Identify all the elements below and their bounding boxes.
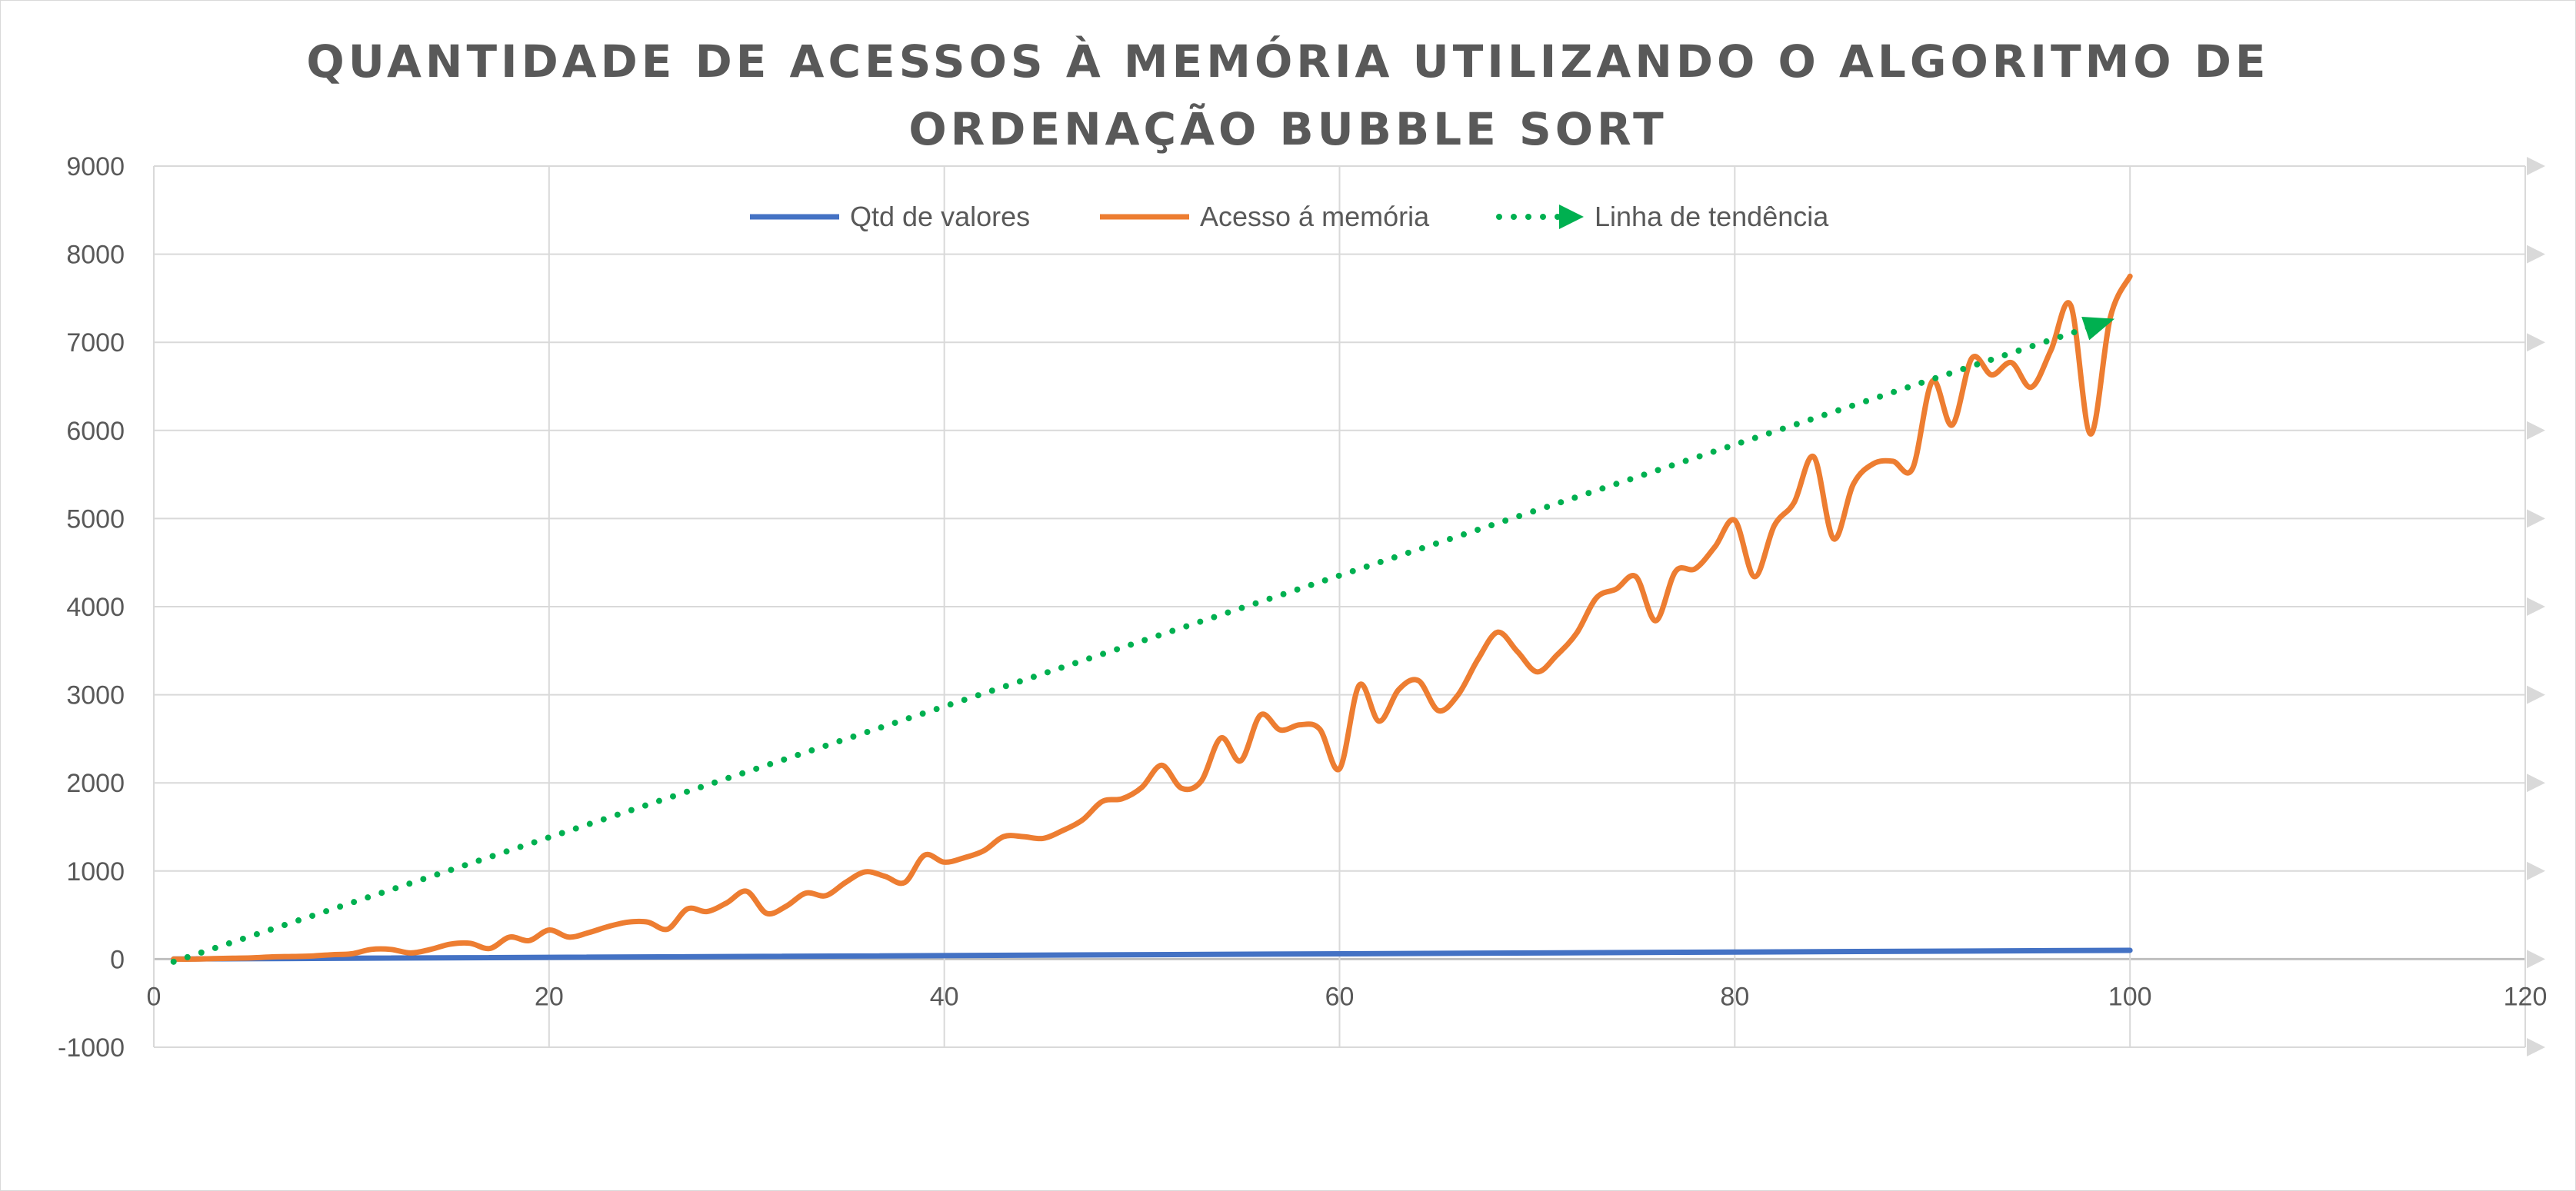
gridline-arrow-marker — [2527, 421, 2545, 440]
gridline-arrow-marker — [2527, 773, 2545, 793]
x-tick-label: 20 — [535, 982, 564, 1011]
y-tick-label: -1000 — [58, 1033, 125, 1063]
series-linha-de-tendencia-line — [170, 317, 2114, 965]
series-layer — [170, 273, 2133, 965]
chart-title-line-1: QUANTIDADE DE ACESSOS À MEMÓRIA UTILIZAN… — [306, 35, 2270, 88]
gridline-arrow-marker — [2527, 509, 2545, 528]
y-tick-label: 9000 — [66, 152, 125, 181]
chart-title: QUANTIDADE DE ACESSOS À MEMÓRIA UTILIZAN… — [0, 28, 2576, 163]
y-tick-label: 0 — [110, 945, 125, 974]
x-tick-label: 40 — [930, 982, 959, 1011]
x-tick-label: 80 — [1720, 982, 1749, 1011]
series-acesso-a-memoria-line — [171, 273, 2133, 962]
gridline-arrow-marker — [2527, 333, 2545, 352]
tick-layer: -100001000200030004000500060007000800090… — [58, 152, 2547, 1063]
y-tick-label: 4000 — [66, 593, 125, 622]
series-qtd-de-valores-line — [171, 947, 2133, 962]
gridline-arrow-marker — [2527, 861, 2545, 880]
legend: Qtd de valores Acesso á memória Linha de t… — [750, 201, 1829, 232]
y-tick-label: 7000 — [66, 328, 125, 358]
y-tick-label: 1000 — [66, 857, 125, 887]
gridline-arrow-marker — [2527, 1038, 2545, 1056]
legend-linha-de-tendencia-arrow-icon — [1559, 205, 1584, 229]
y-tick-label: 8000 — [66, 241, 125, 270]
y-tick-label: 5000 — [66, 504, 125, 534]
legend-qtd-de-valores-label: Qtd de valores — [850, 201, 1030, 232]
gridline-arrow-marker — [2527, 685, 2545, 704]
gridline-arrow-marker — [2527, 597, 2545, 616]
legend-acesso-a-memoria-label: Acesso á memória — [1200, 201, 1430, 232]
legend-linha-de-tendencia-label: Linha de tendência — [1595, 201, 1829, 232]
trendline-arrowhead — [2081, 317, 2115, 341]
y-tick-label: 3000 — [66, 681, 125, 710]
grid-layer — [153, 157, 2545, 1056]
gridline-arrow-marker — [2527, 950, 2545, 969]
chart-title-line-2: ORDENAÇÃO BUBBLE SORT — [908, 103, 1668, 155]
gridline-arrow-marker — [2527, 245, 2545, 264]
x-tick-label: 0 — [147, 982, 162, 1011]
x-tick-label: 120 — [2504, 982, 2548, 1011]
y-tick-label: 6000 — [66, 417, 125, 446]
y-tick-label: 2000 — [66, 769, 125, 798]
gridline-arrow-marker — [2527, 157, 2545, 175]
x-tick-label: 100 — [2108, 982, 2152, 1011]
x-tick-label: 60 — [1325, 982, 1355, 1011]
